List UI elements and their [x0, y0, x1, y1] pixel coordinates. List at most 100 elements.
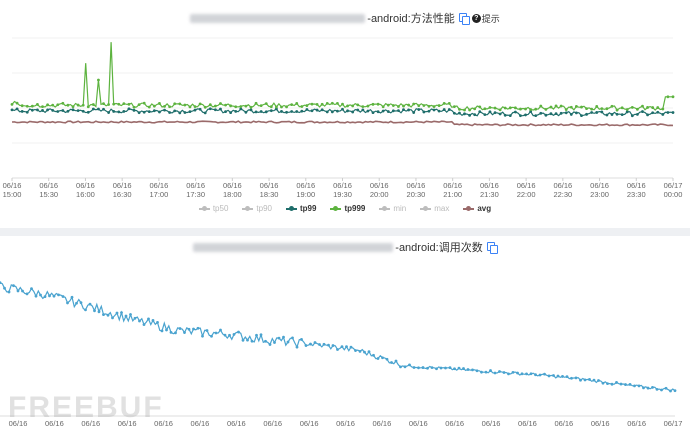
data-point-tp99	[112, 110, 116, 113]
data-point-tp99	[483, 113, 487, 117]
data-point-tp99	[513, 110, 517, 114]
data-point-tp99	[468, 113, 472, 117]
x-tick-date: 06/16	[554, 419, 573, 428]
freebuf-watermark: FREEBUF	[8, 391, 164, 424]
data-point-tp99	[478, 110, 482, 113]
data-point-tp99	[178, 111, 182, 115]
data-point-call-count	[642, 386, 645, 390]
series-line-tp999	[11, 42, 673, 111]
data-point-tp999	[97, 78, 100, 82]
x-tick-time: 23:30	[627, 190, 646, 199]
data-point-tp999	[366, 104, 370, 108]
data-point-tp999	[559, 104, 563, 108]
data-point-call-count	[534, 373, 537, 377]
data-point-tp99	[569, 113, 573, 116]
data-point-call-count	[547, 374, 551, 378]
x-tick-time: 19:00	[296, 190, 315, 199]
data-point-tp99	[458, 111, 461, 115]
data-point-tp99	[203, 111, 207, 115]
data-point-tp999	[630, 105, 634, 109]
data-point-call-count	[151, 318, 155, 322]
data-point-call-count	[268, 343, 272, 346]
data-point-tp999	[661, 107, 665, 111]
data-point-call-count	[282, 335, 285, 339]
data-point-tp999	[478, 105, 482, 109]
data-point-call-count	[111, 316, 114, 320]
legend-item-min[interactable]: min	[379, 204, 406, 213]
data-point-call-count	[403, 365, 407, 369]
data-point-tp999	[508, 106, 512, 110]
data-point-tp99	[56, 110, 60, 113]
legend-item-avg[interactable]: avg	[463, 204, 491, 213]
data-point-tp999	[544, 107, 548, 111]
data-point-call-count	[232, 332, 236, 336]
copy-icon[interactable]	[458, 13, 470, 25]
legend-item-tp999[interactable]: tp999	[330, 204, 365, 213]
data-point-tp99	[36, 108, 39, 112]
data-point-tp999	[625, 108, 629, 111]
data-point-tp99	[239, 107, 243, 111]
data-point-tp99	[107, 111, 111, 114]
data-point-tp99	[208, 107, 212, 111]
data-point-tp99	[615, 112, 619, 116]
data-point-tp99	[386, 110, 390, 113]
data-point-tp999	[20, 104, 24, 108]
data-point-tp999	[36, 103, 39, 106]
data-point-tp99	[641, 110, 644, 113]
data-point-call-count	[340, 345, 344, 349]
data-point-tp99	[590, 111, 594, 114]
x-tick-date: 06/16	[517, 181, 536, 190]
data-point-call-count	[358, 349, 362, 353]
data-point-tp999	[651, 106, 655, 109]
help-label[interactable]: 提示	[481, 13, 500, 24]
data-point-tp999	[620, 106, 624, 110]
legend-item-tp99[interactable]: tp99	[285, 204, 316, 213]
data-point-tp99	[213, 108, 217, 112]
data-point-tp99	[391, 109, 395, 113]
data-point-tp99	[564, 111, 568, 115]
data-point-tp999	[219, 102, 222, 105]
data-point-tp99	[646, 113, 649, 117]
data-point-tp99	[158, 110, 161, 114]
data-point-tp99	[407, 108, 410, 112]
data-point-tp99	[508, 114, 512, 118]
data-point-call-count	[88, 302, 92, 306]
data-point-call-count	[165, 328, 168, 332]
data-point-tp999	[290, 103, 294, 107]
data-point-tp999	[330, 101, 334, 105]
data-point-tp999	[564, 108, 568, 112]
data-point-call-count	[583, 378, 587, 382]
data-point-tp999	[56, 103, 60, 107]
data-point-call-count	[673, 389, 677, 393]
data-point-tp999	[402, 104, 405, 108]
x-tick-date: 06/17	[664, 419, 683, 428]
data-point-tp99	[249, 108, 253, 112]
data-point-tp999	[91, 103, 95, 106]
data-point-call-count	[286, 340, 290, 344]
data-point-call-count	[300, 338, 303, 341]
legend-item-max[interactable]: max	[420, 204, 449, 213]
x-tick-time: 17:30	[186, 190, 205, 199]
data-point-tp999	[102, 102, 105, 106]
data-point-tp99	[661, 113, 665, 116]
data-point-call-count	[39, 293, 42, 297]
legend-item-tp90[interactable]: tp90	[242, 204, 272, 213]
legend-item-tp50[interactable]: tp50	[198, 204, 228, 213]
data-point-call-count	[273, 341, 276, 344]
x-tick-date: 06/16	[296, 181, 315, 190]
copy-icon[interactable]	[486, 242, 498, 254]
x-tick-date: 06/16	[9, 419, 28, 428]
data-point-tp999	[239, 105, 243, 108]
data-point-tp999	[127, 102, 131, 106]
data-point-call-count	[0, 281, 2, 285]
data-point-call-count	[214, 331, 218, 335]
data-point-tp99	[183, 111, 187, 114]
data-point-call-count	[628, 383, 632, 386]
data-point-call-count	[606, 382, 609, 386]
data-point-tp999	[132, 105, 136, 109]
data-point-tp99	[519, 114, 522, 118]
data-point-tp99	[325, 110, 329, 114]
data-point-tp999	[636, 107, 639, 111]
help-icon[interactable]: ?	[471, 13, 481, 23]
x-tick-date: 06/16	[149, 181, 168, 190]
